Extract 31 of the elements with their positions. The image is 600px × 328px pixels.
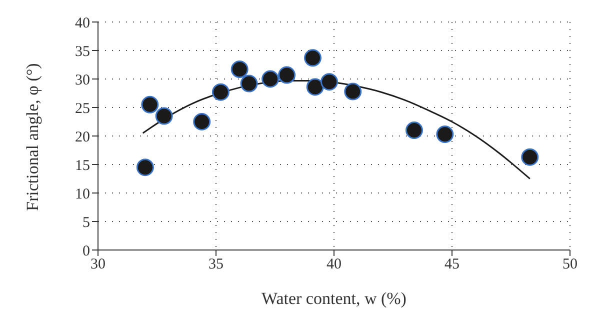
point [240,74,258,92]
point [155,107,173,125]
x-tick-label: 35 [208,256,224,273]
point [405,122,423,140]
x-tick-label: 45 [444,256,460,273]
point [230,60,248,78]
y-tick-label: 20 [75,129,90,146]
point [141,96,159,114]
x-tick-label: 50 [562,256,578,273]
point [136,158,154,176]
y-tick-label: 35 [75,44,90,60]
point [344,82,362,100]
point [193,113,211,130]
point [320,73,338,91]
y-tick-label: 5 [82,214,90,231]
y-tick-label: 40 [75,15,90,32]
point [212,83,230,101]
point [304,49,322,67]
y-axis-title: Frictional angle, φ (°) [23,63,42,211]
y-tick-label: 25 [75,100,90,117]
y-tick-label: 30 [75,72,90,88]
y-tick-label: 10 [75,186,90,202]
point [306,78,324,96]
point [521,148,539,166]
y-tick-label: 15 [75,158,90,174]
x-tick-label: 40 [326,256,342,273]
point [278,66,296,84]
x-axis-title: Water content, w (%) [262,289,406,308]
point [436,126,454,144]
y-tick-label: 0 [82,243,90,260]
point [262,70,280,88]
